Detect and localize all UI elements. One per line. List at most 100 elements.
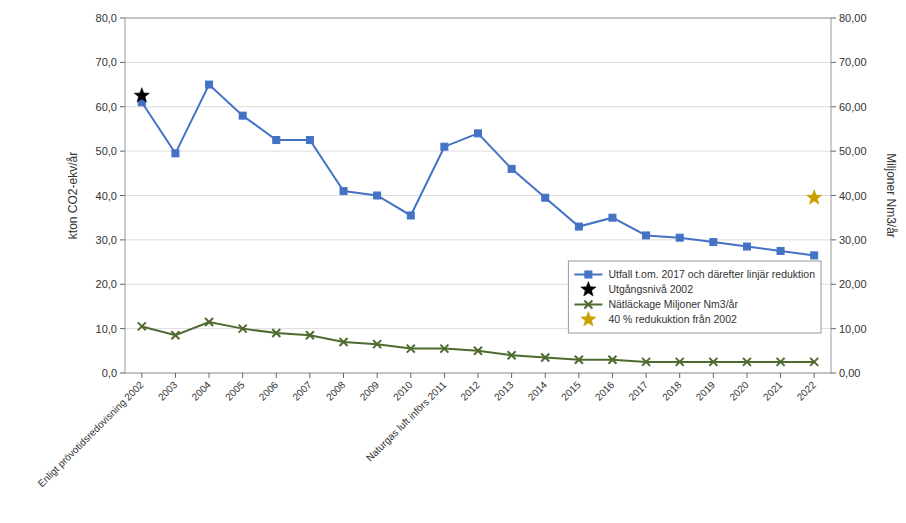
x-tick (309, 373, 310, 378)
data-point (807, 190, 822, 204)
y-tick (120, 328, 125, 329)
y-axis-label: kton CO2-ekv/år (66, 152, 80, 239)
x-tick-label: 2003 (156, 379, 180, 403)
y2-tick (831, 373, 836, 374)
data-point (440, 345, 448, 353)
data-point (239, 325, 247, 333)
legend-swatch (574, 301, 602, 309)
x-tick (746, 373, 747, 378)
x-tick-label: 2004 (189, 379, 213, 403)
x-tick (343, 373, 344, 378)
x-tick (545, 373, 546, 378)
legend: Utfall t.om. 2017 och därefter linjär re… (568, 261, 821, 333)
data-point (575, 223, 582, 230)
data-point (811, 252, 818, 259)
series-line (142, 85, 814, 256)
x-tick (780, 373, 781, 378)
x-tick (276, 373, 277, 378)
y2-tick-label: 60,00 (839, 101, 867, 113)
data-point (205, 318, 213, 326)
grid-line (125, 239, 831, 240)
y2-axis: 0,0010,0020,0030,0040,0050,0060,0070,008… (831, 12, 898, 379)
x-tick (478, 373, 479, 378)
data-point (541, 353, 549, 361)
x-tick-label: 2021 (761, 379, 785, 403)
y2-tick (831, 62, 836, 63)
y-tick-label: 80,0 (96, 12, 117, 24)
data-point (171, 331, 179, 339)
x-tick (444, 373, 445, 378)
data-point (743, 243, 750, 250)
x-tick (612, 373, 613, 378)
data-point (206, 81, 213, 88)
data-point (374, 192, 381, 199)
y-tick-label: 20,0 (96, 278, 117, 290)
x-tick (141, 373, 142, 378)
legend-swatch (574, 271, 602, 278)
grid (125, 18, 831, 373)
x-tick-label: 2006 (257, 379, 281, 403)
y2-tick (831, 151, 836, 152)
data-point (340, 188, 347, 195)
y2-tick-label: 70,00 (839, 56, 867, 68)
x-axis: Enligt prövotidsredovisning 2002 2003 2004… (36, 373, 819, 489)
x-tick-label: 2008 (324, 379, 348, 403)
data-point (306, 137, 313, 144)
x-tick-label: Enligt prövotidsredovisning 2002 (36, 379, 146, 489)
x-tick-label: 2017 (626, 379, 650, 403)
x-tick-label: 2015 (559, 379, 583, 403)
y2-tick (831, 106, 836, 107)
data-point (272, 329, 280, 337)
x-tick-label: 2012 (458, 379, 482, 403)
x-tick (242, 373, 243, 378)
plot-area (134, 81, 822, 366)
data-point (743, 358, 751, 366)
data-point (710, 239, 717, 246)
y2-tick (831, 195, 836, 196)
x-tick (646, 373, 647, 378)
x-tick-label: 2005 (223, 379, 247, 403)
data-point (508, 165, 515, 172)
y-tick (120, 151, 125, 152)
y-axis: 0,010,020,030,040,050,060,070,080,0kton … (66, 12, 125, 379)
data-point (575, 356, 583, 364)
data-point (138, 322, 146, 330)
data-point (407, 345, 415, 353)
x-tick-label: 2009 (358, 379, 382, 403)
y-tick (120, 284, 125, 285)
y2-tick-label: 10,00 (839, 323, 867, 335)
y-tick (120, 62, 125, 63)
y2-tick-label: 50,00 (839, 145, 867, 157)
y-tick (120, 18, 125, 19)
x-tick-label: 2013 (492, 379, 516, 403)
y2-tick-label: 80,00 (839, 12, 867, 24)
y-tick (120, 195, 125, 196)
data-point (709, 358, 717, 366)
data-point (134, 88, 149, 102)
x-tick-label: 2016 (593, 379, 617, 403)
y-tick-label: 10,0 (96, 323, 117, 335)
x-tick-label: 2020 (727, 379, 751, 403)
data-point (508, 351, 516, 359)
data-point (306, 331, 314, 339)
y-tick (120, 106, 125, 107)
series (807, 190, 822, 204)
grid-line (125, 62, 831, 63)
legend-box (568, 261, 821, 333)
x-tick-label: 2018 (660, 379, 684, 403)
x-tick (175, 373, 176, 378)
chart: 0,010,020,030,040,050,060,070,080,0kton … (0, 0, 906, 523)
grid-line (125, 106, 831, 107)
grid-line (125, 195, 831, 196)
y-tick-label: 70,0 (96, 56, 117, 68)
legend-marker (584, 301, 592, 309)
data-point (239, 112, 246, 119)
x-tick (511, 373, 512, 378)
y-tick-label: 50,0 (96, 145, 117, 157)
y2-axis-label: Miljoner Nm3/år (884, 153, 898, 238)
data-point (643, 232, 650, 239)
y2-tick (831, 18, 836, 19)
data-point (609, 214, 616, 221)
legend-marker (581, 282, 596, 296)
data-point (407, 212, 414, 219)
